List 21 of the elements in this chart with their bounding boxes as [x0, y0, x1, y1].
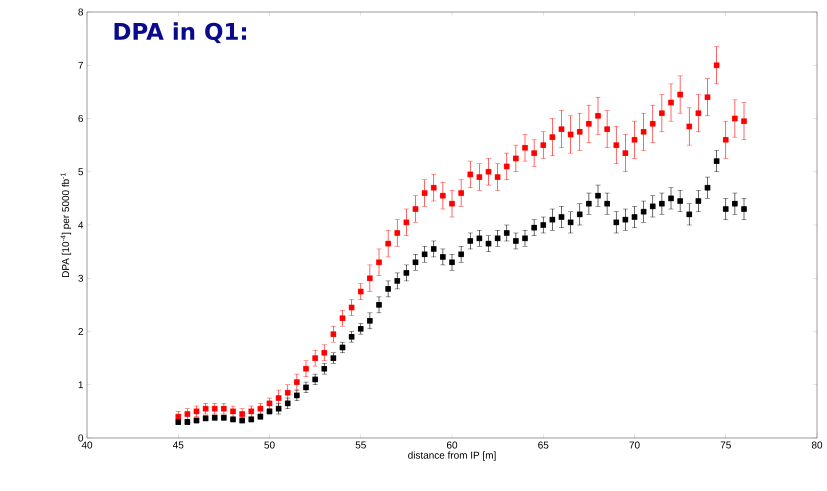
- x-tick-label: 75: [720, 442, 731, 448]
- y-tick-label: 4: [78, 222, 84, 228]
- chart-title: DPA in Q1:: [114, 22, 246, 44]
- x-tick-label: 60: [446, 442, 458, 449]
- y-tick-label: 0: [78, 434, 84, 442]
- x-tick-label: 55: [356, 442, 366, 448]
- x-tick-label: 80: [812, 442, 822, 449]
- x-tick-label: 50: [264, 442, 275, 449]
- y-tick-label: 1: [78, 381, 84, 388]
- y-tick-label: 2: [78, 328, 83, 335]
- x-axis-title: distance from IP [m]: [408, 451, 496, 461]
- x-tick-label: 45: [172, 442, 184, 448]
- x-tick-label: 40: [82, 442, 92, 449]
- x-tick-label: 70: [629, 442, 640, 449]
- x-tick-label: 65: [538, 442, 548, 449]
- y-tick-label: 8: [78, 8, 84, 16]
- y-tick-label: 5: [78, 168, 84, 176]
- y-tick-label: 7: [78, 62, 83, 69]
- y-tick-label: 3: [78, 274, 84, 282]
- y-axis-title: DPA [10$^{-4}$] per 5000 fb$^{-1}$: [60, 172, 72, 278]
- y-tick-label: 6: [78, 114, 84, 122]
